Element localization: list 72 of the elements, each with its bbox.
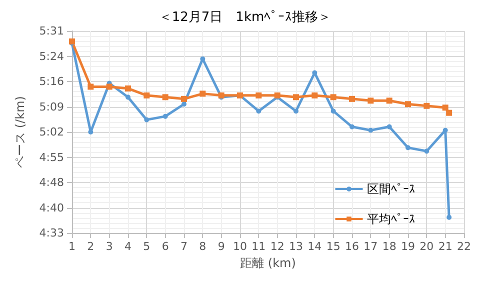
y-tick-label: 4:48 [39, 176, 64, 189]
x-tick-label: 14 [308, 240, 322, 253]
point [442, 128, 448, 133]
point [350, 124, 354, 130]
point [88, 84, 94, 90]
point [256, 108, 262, 114]
y-axis-title: ペース (/km) [13, 96, 27, 168]
point [162, 114, 168, 119]
point [406, 145, 410, 150]
x-tick-label: 5 [143, 240, 150, 253]
x-tick-label: 15 [326, 240, 340, 253]
point [330, 108, 336, 114]
x-tick-label: 6 [162, 240, 169, 253]
point [386, 124, 392, 130]
point [293, 94, 299, 100]
point [144, 92, 150, 98]
point [106, 84, 112, 90]
x-tick-label: 22 [457, 240, 471, 253]
y-tick-label: 5:02 [39, 126, 64, 138]
y-tick-label: 5:16 [39, 75, 64, 88]
point [218, 92, 224, 98]
point [312, 92, 318, 98]
x-tick-label: 13 [289, 240, 303, 253]
point [69, 38, 75, 44]
point [200, 90, 206, 97]
x-tick-label: 9 [218, 240, 225, 253]
point [294, 108, 298, 114]
x-tick-label: 18 [382, 240, 396, 253]
y-tick-label: 5:24 [39, 50, 64, 63]
chart-title: ＜12月7日 1kmﾍﾟｰｽ推移＞ [158, 10, 332, 25]
point [162, 94, 168, 100]
y-tick-label: 5:09 [39, 100, 64, 114]
x-tick-label: 17 [364, 240, 378, 253]
point [126, 94, 130, 100]
x-tick-label: 1 [68, 240, 76, 253]
point [274, 92, 280, 98]
legend-label: 区間ﾍﾟｰｽ [367, 182, 415, 196]
point [446, 214, 452, 220]
x-tick-label: 20 [420, 240, 434, 253]
point [405, 101, 411, 108]
point [442, 104, 448, 111]
point [424, 102, 430, 109]
x-tick-label: 12 [270, 240, 284, 253]
point [349, 96, 355, 102]
point [88, 130, 94, 134]
point [144, 117, 150, 122]
point [446, 110, 452, 116]
x-tick-label: 19 [401, 240, 415, 253]
point [256, 92, 262, 98]
point [368, 98, 374, 104]
point [386, 98, 392, 104]
x-tick-label: 10 [233, 240, 247, 253]
legend-label: 平均ﾍﾟｰｽ [367, 212, 415, 226]
y-tick-label: 4:33 [39, 226, 64, 240]
x-tick-label: 8 [199, 240, 206, 253]
point [125, 85, 131, 92]
x-tick-label: 21 [438, 240, 452, 253]
y-tick-label: 4:55 [39, 150, 64, 164]
y-tick-label: 4:40 [39, 201, 64, 214]
point [181, 96, 187, 102]
x-tick-label: 3 [106, 240, 113, 253]
x-tick-label: 11 [252, 240, 266, 253]
x-tick-label: 2 [87, 240, 94, 253]
x-axis-title: 距離 (km) [240, 256, 296, 270]
point [330, 94, 336, 100]
x-tick-label: 16 [345, 240, 359, 253]
point [424, 148, 430, 154]
y-tick-label: 5:31 [39, 24, 64, 38]
x-tick-label: 7 [180, 240, 188, 253]
point [368, 128, 374, 133]
x-tick-label: 4 [124, 240, 132, 253]
point [182, 102, 186, 107]
